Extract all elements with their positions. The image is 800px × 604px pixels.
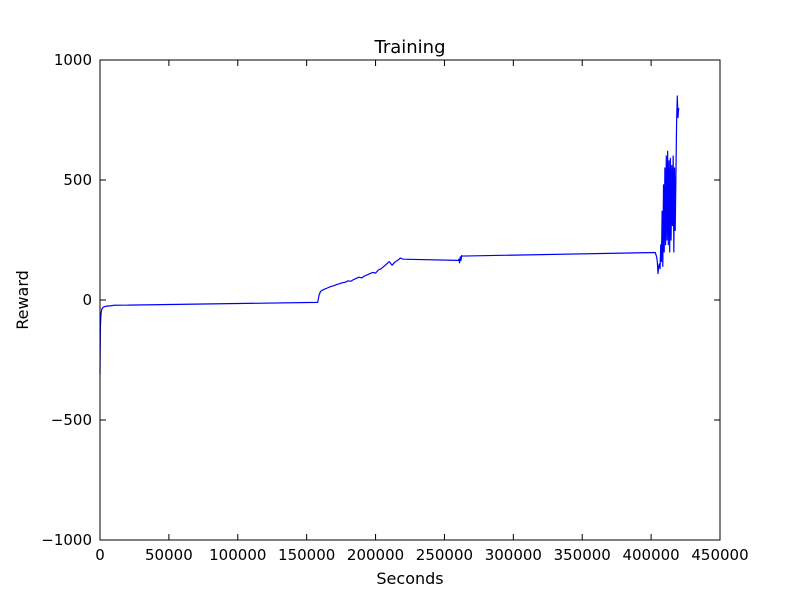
x-tick-label: 450000 [691,546,748,564]
plot-frame [99,59,721,541]
y-axis-label: Reward [13,270,32,330]
plot-layer [99,95,680,375]
x-tick-label: 50000 [145,546,193,564]
y-tick-label: −500 [51,411,92,429]
x-tick-label: 200000 [347,546,404,564]
x-tick-label: 100000 [209,546,266,564]
x-axis-label: Seconds [376,569,443,588]
x-tick-label: 300000 [485,546,542,564]
y-tick-label: 1000 [54,51,92,69]
x-tick-label: 250000 [416,546,473,564]
y-tick-label: 0 [82,291,92,309]
series-line-0 [99,95,680,375]
x-tick-label: 150000 [278,546,335,564]
x-tick-label: 400000 [622,546,679,564]
tick-layer: 0 50000 100000 150000 200000 250000 300000 3500… [41,51,748,564]
y-tick-label: −1000 [41,531,92,549]
chart-title: Training [373,37,445,58]
x-tick-label: 0 [95,546,105,564]
x-tick-label: 350000 [554,546,611,564]
y-tick-label: 500 [63,171,92,189]
